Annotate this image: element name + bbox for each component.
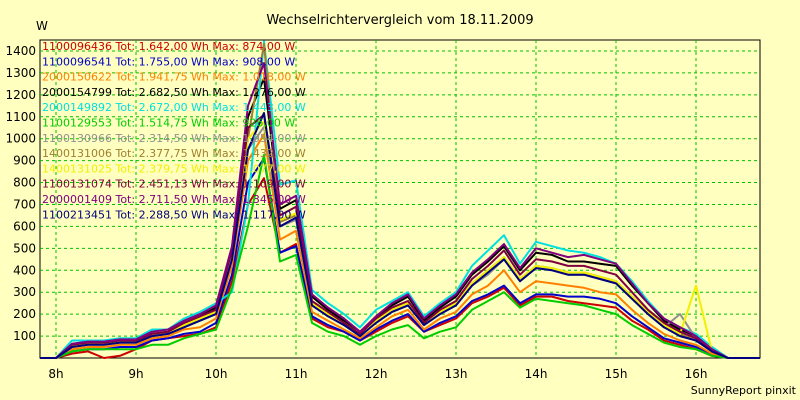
- series-line-11: [40, 62, 760, 359]
- y-tick-label: 1000: [5, 132, 36, 146]
- x-tick-label: 15h: [605, 367, 628, 381]
- series-line-3: [40, 133, 760, 359]
- y-tick-label: 300: [13, 285, 36, 299]
- legend: 1100096436 Tot: 1.642,00 Wh Max: 874,00 …: [42, 40, 306, 221]
- x-tick-label: 10h: [205, 367, 228, 381]
- footer-credit: SunnyReport pinxit: [691, 384, 797, 397]
- legend-entry: 2000149892 Tot: 2.672,00 Wh Max: 1.443,0…: [42, 101, 306, 114]
- series-line-6: [40, 153, 760, 359]
- x-tick-label: 9h: [128, 367, 143, 381]
- y-tick-label: 900: [13, 154, 36, 168]
- y-tick-label: 600: [13, 219, 36, 233]
- series-line-12: [40, 112, 760, 359]
- legend-entry: 1100096541 Tot: 1.755,00 Wh Max: 908,00 …: [42, 55, 295, 68]
- legend-entry: 2000150622 Tot: 1.941,75 Wh Max: 1.018,0…: [42, 71, 306, 84]
- chart-title: Wechselrichtervergleich vom 18.11.2009: [266, 13, 533, 28]
- y-tick-label: 1300: [5, 66, 36, 80]
- legend-entry: 1400131006 Tot: 2.377,75 Wh Max: 1.432,0…: [42, 147, 306, 160]
- x-tick-label: 8h: [48, 367, 63, 381]
- legend-entry: 1100129553 Tot: 1.514,75 Wh Max: 926,00 …: [42, 117, 295, 130]
- y-tick-label: 500: [13, 241, 36, 255]
- x-tick-label: 13h: [445, 367, 468, 381]
- x-tick-label: 11h: [285, 367, 308, 381]
- x-tick-label: 14h: [525, 367, 548, 381]
- legend-entry: 1100213451 Tot: 2.288,50 Wh Max: 1.117,0…: [42, 208, 306, 221]
- series-line-9: [40, 120, 760, 359]
- y-tick-label: 400: [13, 263, 36, 277]
- y-tick-label: 800: [13, 176, 36, 190]
- y-tick-label: 1200: [5, 88, 36, 102]
- legend-entry: 2000001409 Tot: 2.711,50 Wh Max: 1.345,0…: [42, 193, 306, 206]
- gridlines: [40, 40, 760, 358]
- legend-entry: 1400131025 Tot: 2.379,75 Wh Max: 1.077,0…: [42, 162, 306, 175]
- y-tick-label: 1100: [5, 110, 36, 124]
- series-line-2: [40, 157, 760, 359]
- series-line-10: [40, 113, 760, 359]
- y-tick-label: 200: [13, 307, 36, 321]
- legend-entry: 1100096436 Tot: 1.642,00 Wh Max: 874,00 …: [42, 40, 295, 53]
- axis-tick-labels: 100 200 300 400 500 600 700 800 900 1000 1100 1200 1…: [5, 44, 707, 381]
- y-axis-label: W: [36, 19, 48, 33]
- y-tick-label: 100: [13, 329, 36, 343]
- y-tick-label: 700: [13, 197, 36, 211]
- x-tick-label: 12h: [365, 367, 388, 381]
- x-tick-label: 16h: [685, 367, 708, 381]
- series-line-5: [40, 40, 760, 359]
- legend-entry: 2000154799 Tot: 2.682,50 Wh Max: 1.276,0…: [42, 86, 306, 99]
- legend-entry: 1100130966 Tot: 2.314,50 Wh Max: 1.054,0…: [42, 132, 306, 145]
- series-lines: [40, 40, 760, 359]
- y-tick-label: 1400: [5, 44, 36, 58]
- legend-entry: 1100131074 Tot: 2.451,13 Wh Max: 1.109,0…: [42, 178, 306, 191]
